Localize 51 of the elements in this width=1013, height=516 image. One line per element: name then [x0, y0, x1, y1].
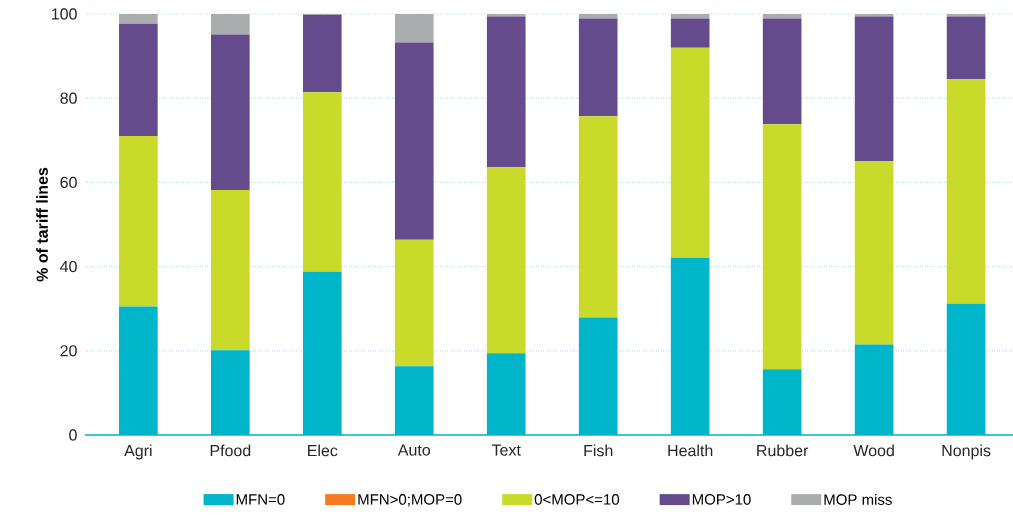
bar [394, 13, 434, 43]
x-tick-label: Fish [584, 444, 613, 457]
y-tick-label: 100 [52, 8, 77, 20]
y-tick-label: 0 [69, 429, 77, 441]
bar [578, 18, 618, 117]
bar [302, 92, 342, 272]
y-tick-label: 60 [60, 176, 77, 189]
bar [486, 16, 526, 168]
bar [670, 18, 710, 48]
bar [211, 34, 250, 190]
x-tick-label: Agri [124, 444, 152, 460]
bar [854, 16, 894, 161]
bar [946, 13, 986, 17]
y-tick-label: 20 [60, 345, 77, 357]
legend-label: 0<MOP<=10 [534, 494, 620, 505]
x-tick-label: Rubber [757, 444, 809, 457]
x-tick-label: Elec [308, 444, 338, 457]
bar [854, 160, 894, 345]
bar [854, 13, 894, 17]
bar [211, 13, 250, 35]
bar [578, 116, 618, 318]
bar [762, 124, 802, 370]
bar [119, 136, 158, 307]
y-tick-label: 40 [60, 260, 77, 273]
bar [119, 23, 158, 137]
legend-label: MFN>0;MOP=0 [358, 494, 462, 507]
x-tick-label: Health [668, 444, 713, 457]
x-tick-label: Pfood [210, 444, 251, 457]
bar [486, 13, 526, 17]
bar [119, 13, 158, 24]
x-tick-label: Auto [397, 444, 431, 456]
x-tick-label: Text [491, 444, 521, 456]
bar [302, 14, 342, 93]
y-axis-title: % of tariff lines [36, 167, 48, 282]
bar [394, 42, 434, 240]
bar [211, 189, 250, 351]
bar [670, 47, 710, 258]
bar [670, 13, 710, 19]
bar [486, 167, 526, 354]
bar [394, 239, 434, 367]
x-tick-label: Wood [853, 444, 894, 457]
legend-label: MOP>10 [692, 494, 751, 505]
bar [578, 13, 618, 19]
legend-label: MFN=0 [236, 494, 285, 505]
legend-label: MOP miss [824, 493, 892, 505]
y-tick-label: 80 [60, 92, 77, 104]
bar [946, 16, 986, 80]
bar [762, 18, 802, 125]
bar [946, 79, 986, 304]
bar [762, 13, 802, 19]
x-tick-label: Nonpis [942, 444, 991, 460]
